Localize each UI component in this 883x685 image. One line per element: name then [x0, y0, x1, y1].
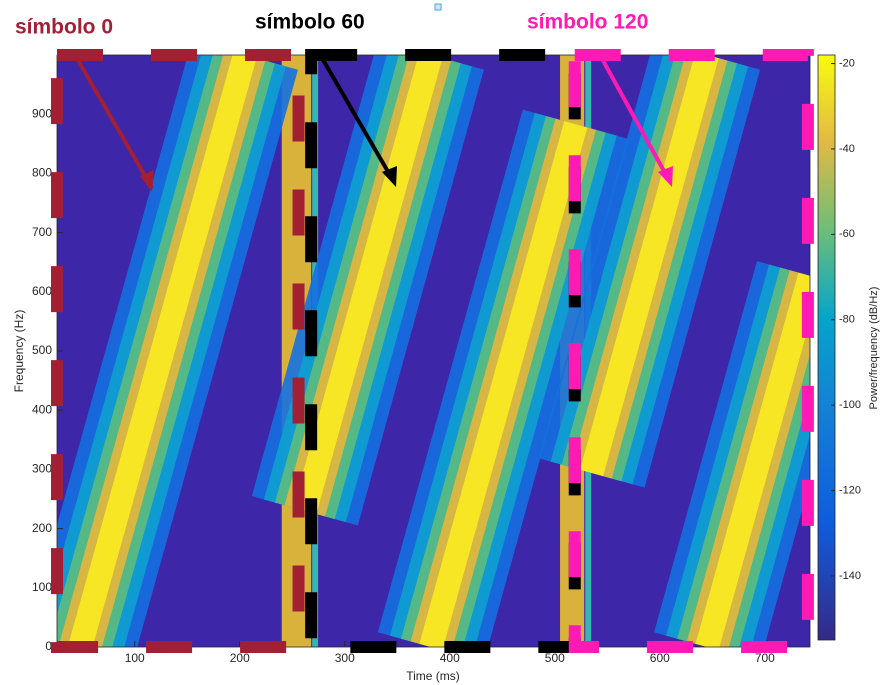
colorbar-tick-label: -20 — [839, 57, 855, 69]
y-tick-label: 300 — [32, 462, 52, 476]
marker — [435, 4, 441, 10]
x-tick-label: 100 — [125, 651, 145, 665]
colorbar-tick-label: -140 — [839, 570, 861, 582]
y-tick-label: 900 — [32, 106, 52, 120]
x-axis-label: Time (ms) — [406, 669, 460, 683]
colorbar — [818, 55, 835, 640]
plot-area — [57, 55, 810, 647]
x-tick-label: 600 — [650, 651, 670, 665]
x-tick-label: 400 — [440, 651, 460, 665]
y-tick-label: 600 — [32, 284, 52, 298]
x-tick-label: 700 — [755, 651, 775, 665]
y-tick-label: 100 — [32, 580, 52, 594]
colorbar-tick-label: -60 — [839, 228, 855, 240]
y-tick-label: 500 — [32, 343, 52, 357]
colorbar-tick-label: -100 — [839, 399, 861, 411]
symbol-label: símbolo 120 — [527, 11, 648, 34]
colorbar-label: Power/frequency (dB/Hz) — [868, 287, 880, 410]
symbol-label: símbolo 60 — [255, 11, 365, 34]
x-tick-label: 500 — [545, 651, 565, 665]
colorbar-tick-label: -120 — [839, 484, 861, 496]
symbol-label: símbolo 0 — [15, 16, 113, 39]
x-tick-label: 300 — [335, 651, 355, 665]
colorbar-tick-label: -40 — [839, 143, 855, 155]
chart: 1002003004005006007000100200300400500600… — [0, 0, 883, 685]
y-axis-label: Frequency (Hz) — [12, 310, 26, 393]
y-tick-label: 700 — [32, 225, 52, 239]
y-tick-label: 400 — [32, 402, 52, 416]
x-tick-label: 200 — [230, 651, 250, 665]
y-tick-label: 800 — [32, 166, 52, 180]
y-tick-label: 200 — [32, 521, 52, 535]
colorbar-tick-label: -80 — [839, 314, 855, 326]
